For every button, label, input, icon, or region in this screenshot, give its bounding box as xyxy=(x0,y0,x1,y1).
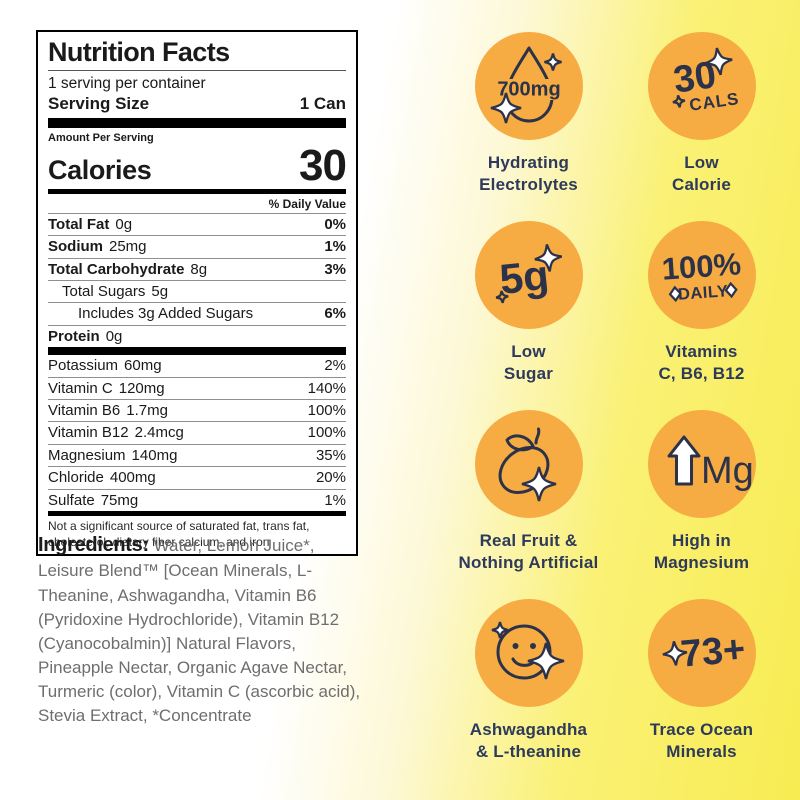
badge-hydrating-electrolytes: 700mg Hydrating Electrolytes xyxy=(442,30,615,219)
divider-bar xyxy=(48,347,346,356)
badge-trace-minerals: 73+ Trace Ocean Minerals xyxy=(615,597,788,786)
nutrition-row-potassium: Potassium 60mg 2% xyxy=(48,355,346,378)
badge-label: Vitamins C, B6, B12 xyxy=(658,342,745,383)
daily-percent-text: 100% xyxy=(660,246,742,286)
nutrition-row-magnesium: Magnesium 140mg 35% xyxy=(48,445,346,468)
daily-value-header: % Daily Value xyxy=(48,194,346,214)
badge-ashwagandha: Ashwagandha & L-theanine xyxy=(442,597,615,786)
badge-low-sugar: 5g Low Sugar xyxy=(442,219,615,408)
nutrition-row-added-sugars: Includes 3g Added Sugars 6% xyxy=(48,303,346,326)
arrow-up-magnesium-icon: Mg xyxy=(647,410,756,518)
nutrition-row-sodium: Sodium 25mg 1% xyxy=(48,236,346,259)
badge-label: Low Calorie xyxy=(671,153,732,194)
calorie-count-icon: 30 CALS xyxy=(647,32,756,140)
badge-vitamins: 100% DAILY Vitamins C, B6, B12 xyxy=(615,219,788,408)
minerals-count-text: 73+ xyxy=(679,628,747,675)
ingredients-text: Water, Lemon Juice*, Leisure Blend™ [Oce… xyxy=(38,536,361,726)
nutrition-row-vitamin-b12: Vitamin B12 2.4mcg 100% xyxy=(48,422,346,445)
badge-label: Hydrating Electrolytes xyxy=(479,153,578,194)
nutrition-footnote: Not a significant source of saturated fa… xyxy=(48,518,310,549)
daily-word-text: DAILY xyxy=(677,282,729,303)
nutrition-row-sulfate: Sulfate 75mg 1% xyxy=(48,491,346,509)
nutrition-row-chloride: Chloride 400mg 20% xyxy=(48,467,346,490)
nutrition-row-protein: Protein 0g xyxy=(48,327,123,345)
ingredients-label: Ingredients: xyxy=(38,534,149,556)
sugar-grams-icon: 5g xyxy=(474,221,583,329)
serving-size-label: Serving Size xyxy=(48,94,150,114)
divider-bar xyxy=(48,510,346,516)
calories-row: Calories 30 xyxy=(48,141,347,191)
nutrition-row-total-sugars: Total Sugars 5g xyxy=(48,281,346,304)
amount-per-serving-label: Amount Per Serving xyxy=(48,132,154,145)
nutrition-row-total-fat: Total Fat 0g 0% xyxy=(48,214,346,237)
droplet-icon: 700mg xyxy=(474,32,583,140)
badge-label: Real Fruit & Nothing Artificial xyxy=(458,531,599,572)
nutrition-facts-title: Nutrition Facts xyxy=(48,37,346,71)
nutrition-row-vitamin-c: Vitamin C 120mg 140% xyxy=(48,378,346,401)
serving-size-row: Serving Size 1 Can xyxy=(48,93,346,118)
seventy-three-plus-icon: 73+ xyxy=(647,599,756,707)
serving-size-value: 1 Can xyxy=(299,94,346,114)
divider-bar xyxy=(48,188,346,194)
badge-low-calorie: 30 CALS Low Calorie xyxy=(615,30,788,219)
daily-value-icon: 100% DAILY xyxy=(647,221,756,329)
calories-value: 30 xyxy=(299,141,347,191)
badge-high-magnesium: Mg High in Magnesium xyxy=(615,408,788,597)
divider-bar xyxy=(48,118,346,129)
magnesium-symbol-text: Mg xyxy=(701,450,754,492)
badge-label: Low Sugar xyxy=(503,342,554,383)
badge-label: High in Magnesium xyxy=(653,531,750,572)
nutrition-facts-panel: Nutrition Facts 1 serving per container … xyxy=(36,30,358,557)
benefit-badges-grid: 700mg Hydrating Electrolytes 30 CALS Low xyxy=(442,30,788,786)
smiley-face-icon xyxy=(474,599,583,707)
droplet-amount-text: 700mg xyxy=(497,79,560,101)
calories-label: Calories xyxy=(48,154,152,185)
nutrition-row-vitamin-b6: Vitamin B6 1.7mg 100% xyxy=(48,400,346,423)
badge-label: Trace Ocean Minerals xyxy=(649,720,754,761)
badge-label: Ashwagandha & L-theanine xyxy=(469,720,588,761)
servings-per-container: 1 serving per container xyxy=(48,74,206,92)
lemon-icon xyxy=(474,410,583,518)
badge-real-fruit: Real Fruit & Nothing Artificial xyxy=(442,408,615,597)
ingredients-paragraph: Ingredients: Water, Lemon Juice*, Leisur… xyxy=(38,531,370,728)
nutrition-row-total-carbohydrate: Total Carbohydrate 8g 3% xyxy=(48,259,346,282)
